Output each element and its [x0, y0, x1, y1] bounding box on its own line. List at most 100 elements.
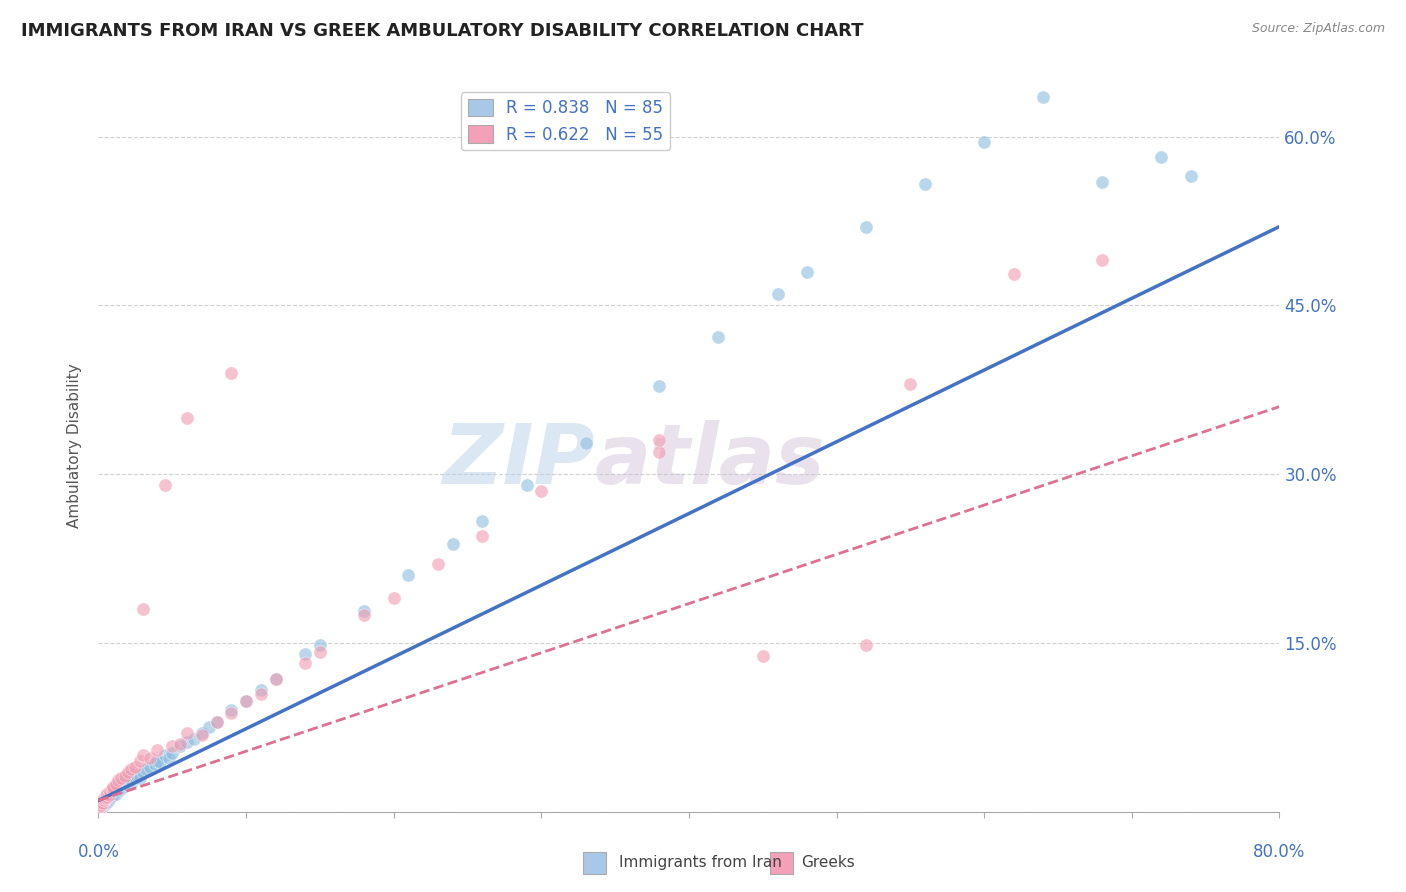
Point: [766, 287, 789, 301]
Point: [93, 791, 115, 805]
Point: [108, 782, 131, 797]
Point: [96, 787, 118, 801]
Point: [914, 177, 936, 191]
Point: [103, 782, 125, 797]
Point: [516, 478, 538, 492]
Point: [191, 726, 214, 740]
Point: [97, 793, 120, 807]
Point: [90, 797, 112, 812]
Point: [855, 219, 877, 234]
Point: [91, 799, 114, 814]
Point: [103, 780, 125, 794]
Y-axis label: Ambulatory Disability: Ambulatory Disability: [67, 364, 83, 528]
Point: [120, 762, 142, 776]
Point: [309, 645, 332, 659]
Point: [250, 683, 273, 698]
Point: [169, 737, 191, 751]
Point: [89, 801, 111, 815]
Point: [398, 568, 420, 582]
Point: [90, 800, 112, 814]
Point: [117, 778, 139, 792]
Point: [105, 783, 128, 797]
Point: [120, 776, 142, 790]
Text: ZIP: ZIP: [441, 420, 595, 501]
Point: [648, 379, 671, 393]
Point: [93, 793, 115, 807]
Point: [89, 799, 111, 814]
Point: [98, 784, 121, 798]
Point: [89, 801, 111, 815]
Point: [91, 795, 114, 809]
Point: [115, 775, 138, 789]
Text: 0.0%: 0.0%: [77, 843, 120, 861]
Point: [110, 782, 132, 797]
Point: [427, 557, 450, 571]
Point: [162, 739, 183, 754]
Point: [91, 796, 114, 810]
Point: [100, 789, 122, 803]
Point: [111, 780, 134, 794]
Point: [471, 529, 494, 543]
Point: [353, 607, 375, 622]
Legend: R = 0.838   N = 85, R = 0.622   N = 55: R = 0.838 N = 85, R = 0.622 N = 55: [461, 92, 669, 150]
Point: [117, 765, 139, 780]
Point: [143, 757, 166, 772]
Point: [97, 788, 120, 802]
Point: [471, 515, 494, 529]
Point: [91, 796, 114, 810]
Point: [93, 797, 115, 812]
Point: [97, 788, 120, 802]
Point: [221, 366, 243, 380]
Point: [96, 790, 118, 805]
Point: [191, 728, 214, 742]
Point: [124, 760, 146, 774]
Point: [176, 726, 198, 740]
Point: [117, 774, 139, 789]
Point: [90, 796, 112, 810]
Point: [103, 784, 125, 798]
Point: [353, 604, 375, 618]
Point: [153, 478, 176, 492]
Point: [90, 799, 112, 814]
Point: [94, 793, 117, 807]
Point: [105, 787, 128, 801]
Point: [294, 656, 316, 670]
Point: [162, 746, 183, 760]
Point: [855, 638, 877, 652]
Text: atlas: atlas: [595, 420, 825, 501]
Point: [235, 694, 257, 708]
Point: [796, 264, 818, 278]
Point: [1091, 175, 1114, 189]
Text: IMMIGRANTS FROM IRAN VS GREEK AMBULATORY DISABILITY CORRELATION CHART: IMMIGRANTS FROM IRAN VS GREEK AMBULATORY…: [21, 22, 863, 40]
Point: [264, 672, 287, 686]
Point: [1002, 267, 1025, 281]
Point: [1150, 150, 1173, 164]
Point: [91, 797, 114, 811]
Point: [149, 755, 172, 769]
Point: [94, 791, 117, 805]
Point: [110, 771, 132, 785]
Text: 80.0%: 80.0%: [1253, 843, 1306, 861]
Point: [114, 769, 136, 783]
Point: [146, 754, 169, 768]
Point: [153, 748, 176, 763]
Point: [90, 797, 112, 812]
Point: [132, 748, 155, 763]
Point: [176, 410, 198, 425]
Point: [125, 769, 148, 783]
Point: [97, 791, 120, 805]
Point: [132, 765, 155, 780]
Point: [205, 714, 228, 729]
Point: [107, 773, 129, 788]
Point: [104, 786, 127, 800]
Point: [96, 790, 118, 805]
Point: [94, 791, 117, 805]
Point: [183, 731, 205, 746]
Point: [139, 760, 162, 774]
Point: [1180, 169, 1202, 183]
Point: [93, 793, 115, 807]
Point: [264, 672, 287, 686]
Point: [221, 703, 243, 717]
Point: [93, 796, 115, 810]
Point: [91, 793, 114, 807]
